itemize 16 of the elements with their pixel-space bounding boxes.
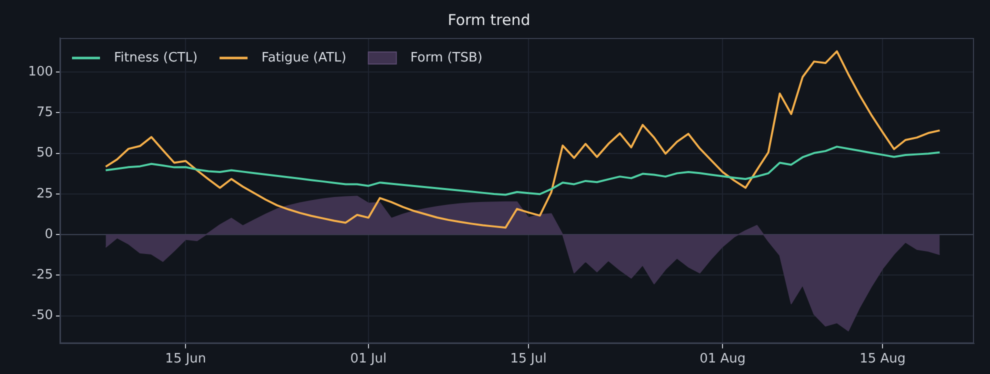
y-tick-label: 100 [28, 64, 53, 80]
x-tick-label: 01 Aug [700, 352, 746, 367]
chart-title: Form trend [448, 10, 530, 29]
legend-label: Fitness (CTL) [114, 50, 198, 66]
x-tick-label: 15 Aug [860, 352, 906, 367]
legend-label: Fatigue (ATL) [262, 50, 346, 66]
y-tick-label: -50 [32, 308, 53, 324]
x-tick-label: 01 Jul [350, 352, 387, 367]
y-tick-label: 75 [36, 105, 53, 120]
y-tick-label: 0 [44, 226, 53, 242]
legend-label: Form (TSB) [410, 50, 482, 66]
y-tick-label: -25 [32, 268, 53, 283]
x-tick-label: 15 Jul [510, 352, 547, 367]
y-tick-label: 50 [36, 146, 53, 161]
x-tick-label: 15 Jun [165, 352, 206, 367]
y-tick-label: 25 [36, 186, 53, 202]
